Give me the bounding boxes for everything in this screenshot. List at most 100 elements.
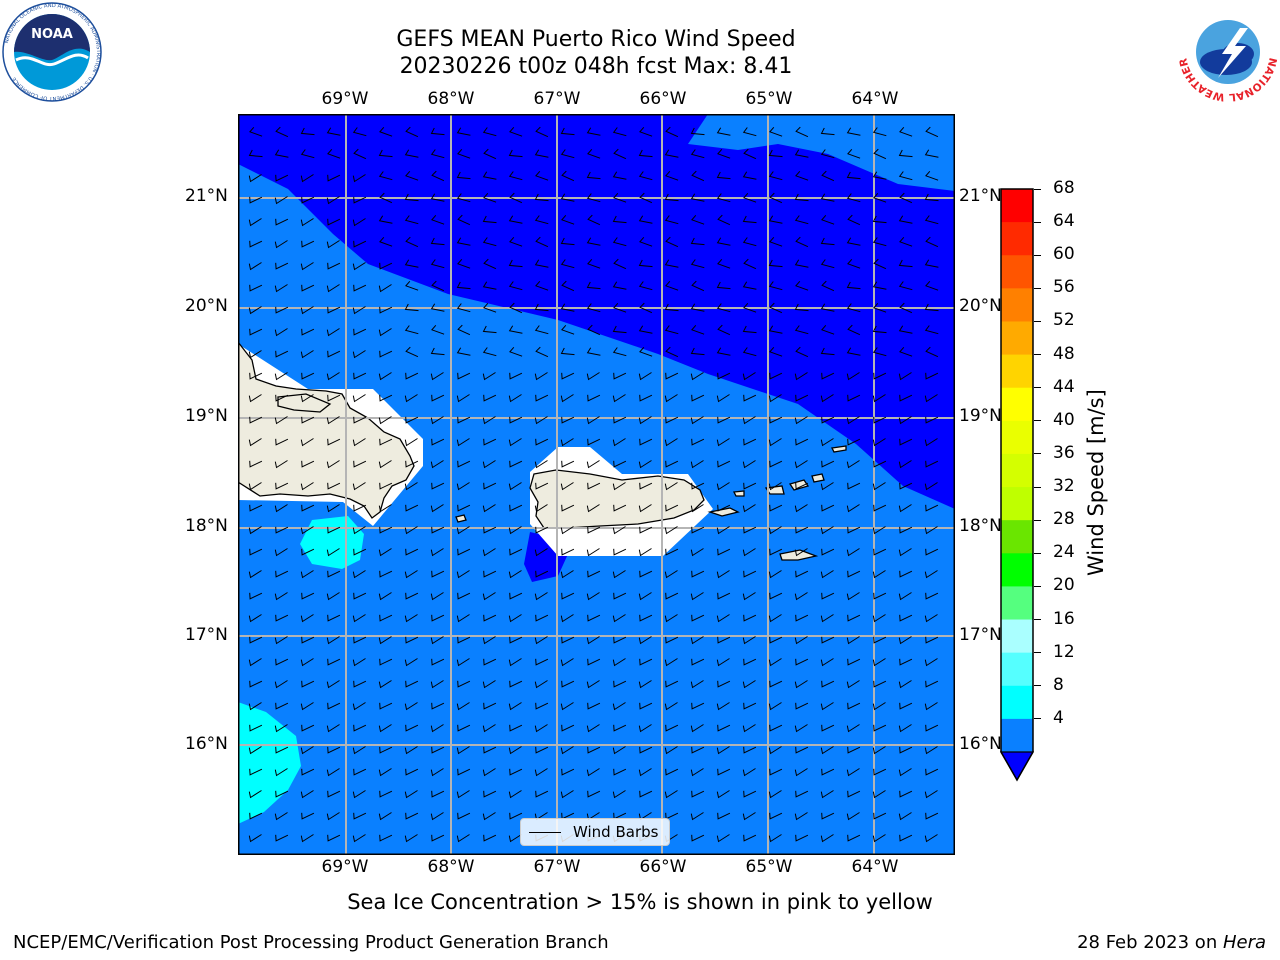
colorbar-segment [1001, 222, 1033, 256]
wind-barb [300, 702, 314, 711]
wind-barb [535, 394, 549, 402]
wind-barb [378, 548, 392, 557]
wind-barb [846, 636, 860, 645]
wind-barb [352, 614, 366, 623]
colorbar-segment [1001, 487, 1033, 521]
wind-barb [509, 768, 523, 776]
wind-barb [352, 746, 366, 755]
wind-barbs [248, 126, 939, 843]
colorbar-extend-triangle [999, 751, 1035, 782]
wind-barb [456, 570, 470, 579]
wind-barb [638, 636, 652, 645]
wind-barb [509, 680, 523, 688]
wind-barb [534, 460, 548, 469]
wind-barb [249, 680, 263, 688]
wind-barb [794, 259, 809, 268]
wind-barb [352, 790, 366, 799]
wind-barb [301, 680, 315, 688]
wind-barb [482, 347, 497, 357]
wind-barb [665, 548, 679, 556]
wind-barb [509, 416, 523, 424]
lat-label-left-17n: 17°N [185, 625, 228, 645]
wind-barb [665, 504, 679, 512]
wind-barb [899, 790, 913, 798]
colorbar-segment [1001, 685, 1033, 720]
wind-barb [794, 215, 809, 225]
lat-label-right-20n: 20°N [959, 296, 1002, 316]
wind-barb [742, 325, 757, 334]
wind-barb [379, 394, 393, 402]
wind-barb [847, 658, 861, 666]
wind-barb [873, 504, 887, 512]
wind-barb [924, 658, 938, 667]
wind-barb [742, 548, 756, 557]
wind-barb [898, 281, 913, 291]
wind-barb [899, 346, 913, 357]
wind-barb [457, 460, 471, 468]
wind-barb [275, 306, 289, 314]
wind-barb [327, 834, 341, 842]
wind-barb [586, 636, 600, 645]
wind-barb [430, 636, 444, 645]
wind-barb [301, 416, 315, 424]
wind-barb [379, 790, 393, 798]
wind-barb [924, 259, 939, 268]
wind-barb [482, 127, 497, 137]
wind-barb [639, 438, 653, 446]
wind-barb [768, 259, 783, 268]
wind-barb [717, 324, 731, 336]
wind-barb [899, 302, 913, 314]
wind-barb [717, 680, 731, 688]
wind-barb [300, 394, 314, 403]
wind-barb [899, 570, 913, 578]
wind-barb [509, 724, 523, 732]
colorbar-tick-mark [1034, 585, 1041, 587]
map-frame [238, 114, 955, 855]
wind-barb [457, 768, 471, 776]
wind-barb [872, 215, 887, 224]
wind-barb [561, 416, 575, 424]
wind-barb [301, 284, 315, 292]
wind-barb [275, 482, 289, 490]
wind-barb [561, 460, 575, 468]
wind-barb [638, 460, 652, 469]
wind-barb [352, 350, 366, 359]
wind-barb [431, 482, 445, 490]
wind-barb [353, 240, 367, 248]
wind-barb [430, 193, 445, 202]
wind-barb [404, 325, 419, 335]
wind-barb [534, 680, 548, 689]
wind-barb [638, 259, 653, 268]
wind-barb [482, 548, 496, 557]
wind-barb [326, 812, 340, 821]
wind-barb [404, 482, 418, 491]
wind-barb [379, 192, 393, 204]
wind-barb [509, 192, 523, 204]
colorbar-tick-mark [1034, 619, 1041, 621]
wind-barb [587, 438, 601, 446]
wind-barb [535, 746, 549, 754]
wind-barb [742, 504, 756, 513]
wind-barb [768, 526, 782, 535]
wind-barb [847, 394, 861, 402]
wind-barb [768, 834, 782, 843]
wind-barb [379, 614, 393, 622]
legend-label: Wind Barbs [573, 823, 659, 841]
wind-barb [925, 504, 939, 512]
wind-barb [457, 416, 471, 424]
wind-barb [716, 834, 730, 843]
lon-label-bottom-68w: 68°W [427, 857, 475, 877]
wind-barb [274, 548, 288, 557]
wind-barb [430, 303, 445, 312]
wind-barb [639, 346, 653, 357]
wind-barb [430, 680, 444, 689]
wind-barb [378, 812, 392, 821]
wind-barb [769, 724, 783, 732]
wind-barb [535, 346, 549, 358]
wind-barb [586, 724, 600, 733]
wind-barb [509, 812, 523, 820]
wind-barb [482, 724, 496, 733]
wind-barb [898, 768, 912, 777]
wind-barb [925, 126, 939, 138]
wind-barb [431, 658, 445, 666]
